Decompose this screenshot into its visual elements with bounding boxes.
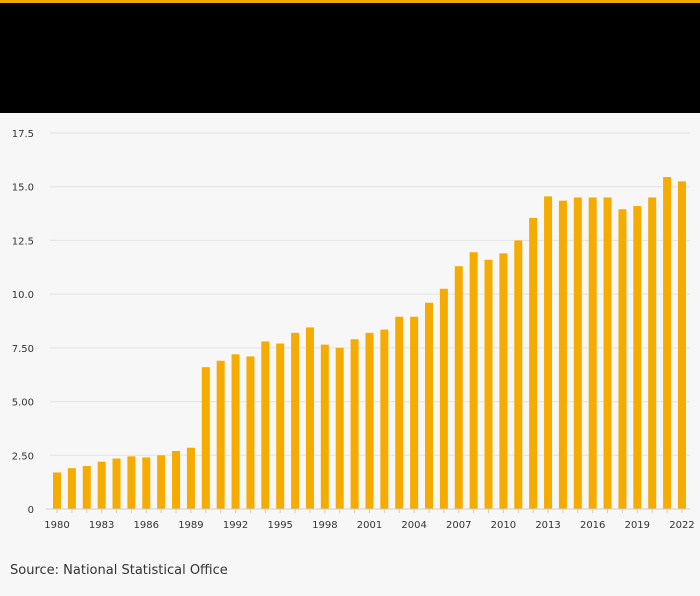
bar-2011 [514, 240, 523, 509]
x-tick-label: 1983 [89, 520, 114, 531]
bar-2008 [469, 252, 478, 509]
bar-2001 [365, 332, 374, 509]
bar-2015 [573, 197, 582, 509]
x-axis-labels: 1980 1983 1986 1989 1992 1995 1998 2001 2004 2007… [44, 520, 694, 531]
bar-2005 [425, 302, 433, 509]
bar-1993 [246, 356, 255, 509]
x-tick-label: 1989 [178, 520, 203, 531]
y-tick-label: 2.50 [12, 451, 34, 462]
bar-1987 [157, 455, 166, 509]
bar-2009 [484, 259, 493, 509]
y-tick-label: 10.0 [12, 290, 34, 301]
bar-1994 [261, 341, 270, 509]
bar-1992 [231, 354, 240, 509]
bar-2016 [588, 197, 597, 509]
x-tick-label: 2022 [669, 520, 694, 531]
bar-2013 [544, 196, 553, 509]
gridlines [50, 132, 690, 456]
x-tick-label: 2010 [491, 520, 516, 531]
y-tick-label: 17.5 [12, 129, 34, 140]
bar-2014 [558, 200, 567, 509]
x-tick-label: 1992 [223, 520, 248, 531]
bar-2002 [380, 329, 389, 509]
x-tick-label: 2016 [580, 520, 605, 531]
bar-2000 [350, 339, 359, 509]
x-tick-label: 2019 [625, 520, 650, 531]
bar-1983 [97, 461, 106, 509]
bar-2022 [677, 181, 686, 509]
bar-1982 [82, 466, 91, 509]
bar-2006 [439, 288, 448, 509]
bar-1999 [335, 347, 344, 509]
y-axis-labels: 0 2.50 5.00 7.50 10.0 12.5 15.0 17.5 [12, 129, 34, 516]
x-tick-label: 2004 [401, 520, 426, 531]
bar-2019 [633, 206, 642, 510]
bar-2007 [454, 266, 463, 509]
x-tick-label: 1995 [267, 520, 292, 531]
bar-2018 [618, 209, 627, 509]
y-tick-label: 0 [28, 505, 34, 516]
bar-2017 [603, 197, 612, 509]
x-tick-label: 2013 [535, 520, 560, 531]
x-axis [46, 508, 690, 513]
bar-1996 [291, 332, 300, 509]
bar-1997 [305, 327, 314, 509]
bar-1981 [67, 468, 76, 509]
bar-1991 [216, 360, 225, 509]
bar-2010 [499, 253, 508, 509]
y-tick-label: 15.0 [12, 183, 34, 194]
bar-1988 [172, 450, 181, 509]
source-note: Source: National Statistical Office [10, 563, 228, 578]
x-tick-label: 2007 [446, 520, 471, 531]
y-tick-label: 7.50 [12, 344, 34, 355]
top-accent-bar [0, 0, 700, 3]
bar-2004 [410, 316, 419, 509]
bar-2021 [663, 177, 672, 510]
bar-1980 [53, 472, 61, 509]
bar-1989 [186, 447, 195, 509]
bar-2012 [529, 217, 538, 509]
y-tick-label: 12.5 [12, 236, 34, 247]
bar-2020 [648, 197, 657, 509]
bar-1985 [127, 456, 136, 509]
bar-chart: 0 2.50 5.00 7.50 10.0 12.5 15.0 17.5 1980 1983 19… [0, 113, 700, 543]
bar-1995 [276, 343, 285, 509]
x-tick-label: 1998 [312, 520, 337, 531]
header-band [0, 3, 700, 113]
bar-2003 [395, 316, 404, 509]
x-tick-label: 1986 [134, 520, 159, 531]
bar-1984 [112, 458, 121, 509]
x-tick-label: 2001 [357, 520, 382, 531]
y-tick-label: 5.00 [12, 398, 34, 409]
bar-1998 [320, 344, 329, 509]
x-tick-label: 1980 [44, 520, 69, 531]
bar-1986 [142, 457, 151, 509]
bars [53, 177, 686, 510]
bar-1990 [201, 367, 210, 509]
